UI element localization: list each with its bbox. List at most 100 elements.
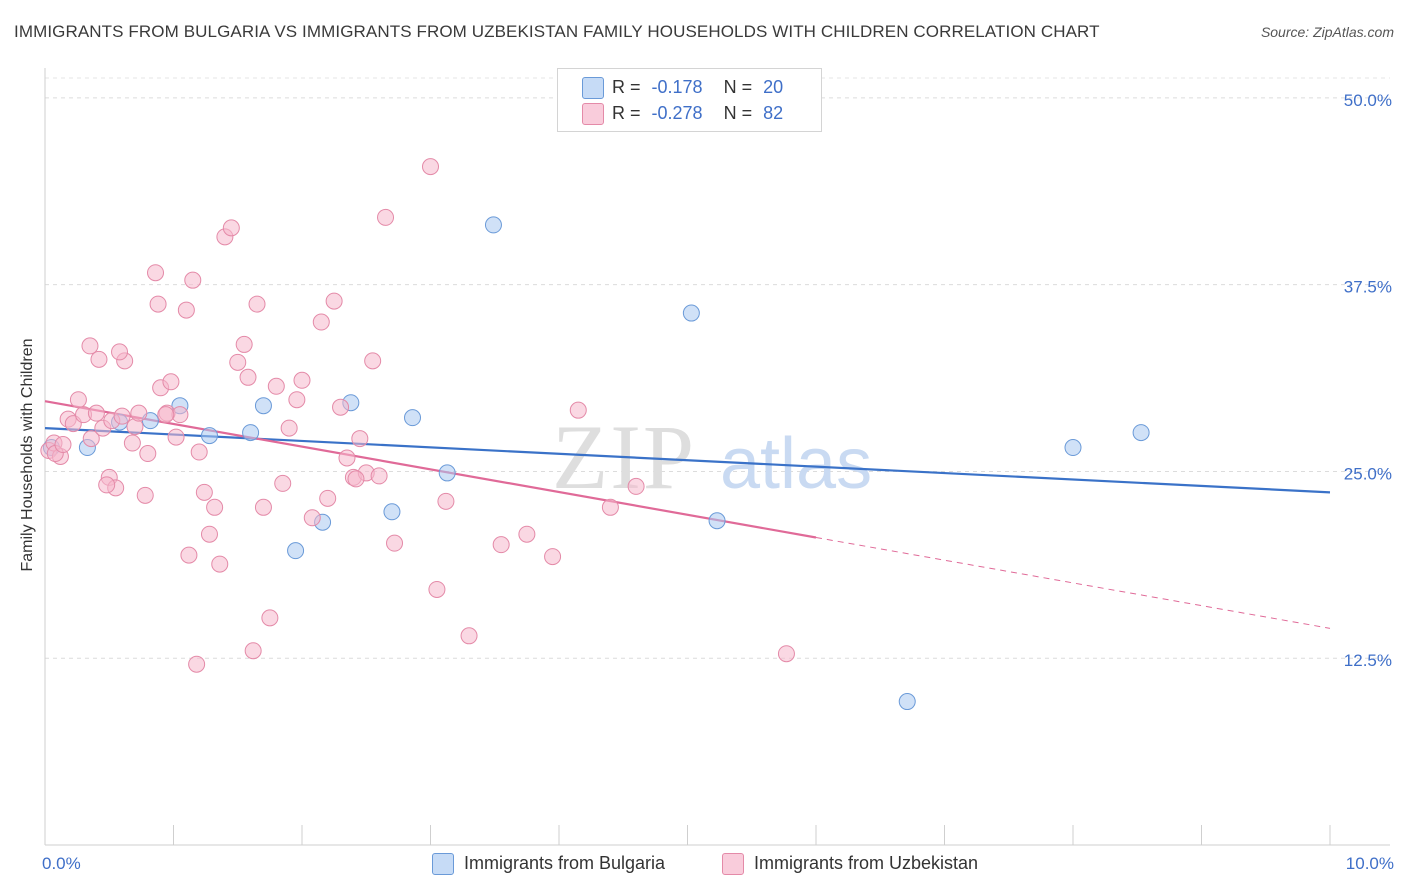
uzbekistan-point <box>777 645 795 663</box>
uzbekistan-point <box>293 371 311 389</box>
trend-layer <box>44 400 1331 629</box>
uzbekistan-point <box>171 406 189 424</box>
uzbekistan-point <box>627 477 645 495</box>
uzbekistan-point <box>319 489 337 507</box>
uzbekistan-point <box>130 404 148 422</box>
uzbekistan-point <box>303 509 321 527</box>
n-label: N = <box>723 103 753 123</box>
uzbekistan-point <box>288 391 306 409</box>
bulgaria-point <box>287 542 305 560</box>
r-value: -0.278 <box>651 103 703 123</box>
bulgaria-point <box>404 409 422 427</box>
uzbekistan-point <box>81 337 99 355</box>
uzbekistan-point <box>518 525 536 543</box>
uzbekistan-point <box>370 467 388 485</box>
bottom-legend-swatch-bulgaria <box>432 853 454 875</box>
uzbekistan-point <box>492 536 510 554</box>
uzbekistan-point <box>338 449 356 467</box>
uzbekistan-point <box>123 434 141 452</box>
source-label: Source: ZipAtlas.com <box>1260 24 1394 40</box>
uzbekistan-point <box>188 655 206 673</box>
r-label: R = <box>612 103 641 123</box>
uzbekistan-point <box>190 443 208 461</box>
uzbekistan-point <box>136 486 154 504</box>
uzbekistan-point <box>601 498 619 516</box>
uzbekistan-point <box>248 295 266 313</box>
uzbekistan-point <box>274 474 292 492</box>
uzbekistan-point <box>149 295 167 313</box>
bulgaria-point <box>898 693 916 711</box>
r-label: R = <box>612 77 641 97</box>
uzbekistan-point <box>235 335 253 353</box>
bulgaria-point <box>708 512 726 530</box>
uzbekistan-point <box>569 401 587 419</box>
uzbekistan-point <box>177 301 195 319</box>
bulgaria-point <box>383 503 401 521</box>
uzbekistan-point <box>261 609 279 627</box>
uzbekistan-point <box>254 498 272 516</box>
uzbekistan-point <box>229 353 247 371</box>
axes-layer <box>44 68 1390 846</box>
y-tick-label: 12.5% <box>1344 651 1392 670</box>
bulgaria-point <box>1064 439 1082 457</box>
uzbekistan-point <box>195 483 213 501</box>
uzbekistan-point <box>351 430 369 448</box>
uzbekistan-point <box>98 476 116 494</box>
bottom-legend-swatch-uzbekistan <box>722 853 744 875</box>
n-value: 20 <box>763 77 784 97</box>
bulgaria-point <box>484 216 502 234</box>
y-axis-label: Family Households with Children <box>19 338 36 572</box>
y-tick-label: 50.0% <box>1344 91 1392 110</box>
points-layer <box>40 158 1150 711</box>
uzbekistan-point <box>386 534 404 552</box>
bulgaria-point <box>438 464 456 482</box>
uzbekistan-point <box>244 642 262 660</box>
uzbekistan-point <box>280 419 298 437</box>
x-tick-label: 10.0% <box>1346 854 1394 873</box>
uzbekistan-point <box>147 264 165 282</box>
uzbekistan-point <box>312 313 330 331</box>
legend-stats-uzbekistan: R = -0.278 N = 82 <box>612 103 783 124</box>
chart-title: IMMIGRANTS FROM BULGARIA VS IMMIGRANTS F… <box>14 22 1100 41</box>
uzbekistan-trend-extension <box>815 536 1331 629</box>
uzbekistan-point <box>347 470 365 488</box>
uzbekistan-point <box>69 391 87 409</box>
bottom-legend-label-bulgaria: Immigrants from Bulgaria <box>464 853 666 873</box>
uzbekistan-point <box>211 555 229 573</box>
legend-swatch-uzbekistan <box>582 103 604 125</box>
uzbekistan-point <box>325 292 343 310</box>
uzbekistan-point <box>377 208 395 226</box>
bulgaria-point <box>242 424 260 442</box>
uzbekistan-point <box>82 430 100 448</box>
uzbekistan-point <box>157 406 175 424</box>
y-tick-label: 37.5% <box>1344 278 1392 297</box>
uzbekistan-point <box>162 373 180 391</box>
bottom-legend-label-uzbekistan: Immigrants from Uzbekistan <box>754 853 979 873</box>
uzbekistan-point <box>239 368 257 386</box>
correlation-legend: R = -0.178 N = 20 R = -0.278 N = 82 <box>557 68 822 132</box>
uzbekistan-point <box>222 219 240 237</box>
y-tick-labels: 12.5% 25.0% 37.5% 50.0% <box>1344 91 1392 670</box>
uzbekistan-point <box>422 158 439 176</box>
uzbekistan-point <box>437 492 455 510</box>
n-value: 82 <box>763 103 784 123</box>
uzbekistan-point <box>544 548 562 566</box>
uzbekistan-point <box>87 404 105 422</box>
uzbekistan-point <box>139 445 157 463</box>
uzbekistan-point <box>54 436 72 454</box>
uzbekistan-point <box>206 498 224 516</box>
y-tick-label: 25.0% <box>1344 464 1392 483</box>
x-tick-label: 0.0% <box>42 854 81 873</box>
uzbekistan-point <box>364 352 382 370</box>
bulgaria-point <box>200 427 218 445</box>
uzbekistan-point <box>332 398 350 416</box>
x-tick-labels: 0.0% 10.0% <box>42 854 1394 873</box>
uzbekistan-point <box>428 580 446 598</box>
uzbekistan-point <box>111 343 129 361</box>
grid-layer <box>45 77 1390 659</box>
n-label: N = <box>723 77 753 97</box>
bulgaria-point <box>254 397 272 415</box>
legend-swatch-bulgaria <box>582 77 604 99</box>
r-value: -0.178 <box>651 77 703 97</box>
uzbekistan-point <box>90 350 108 368</box>
